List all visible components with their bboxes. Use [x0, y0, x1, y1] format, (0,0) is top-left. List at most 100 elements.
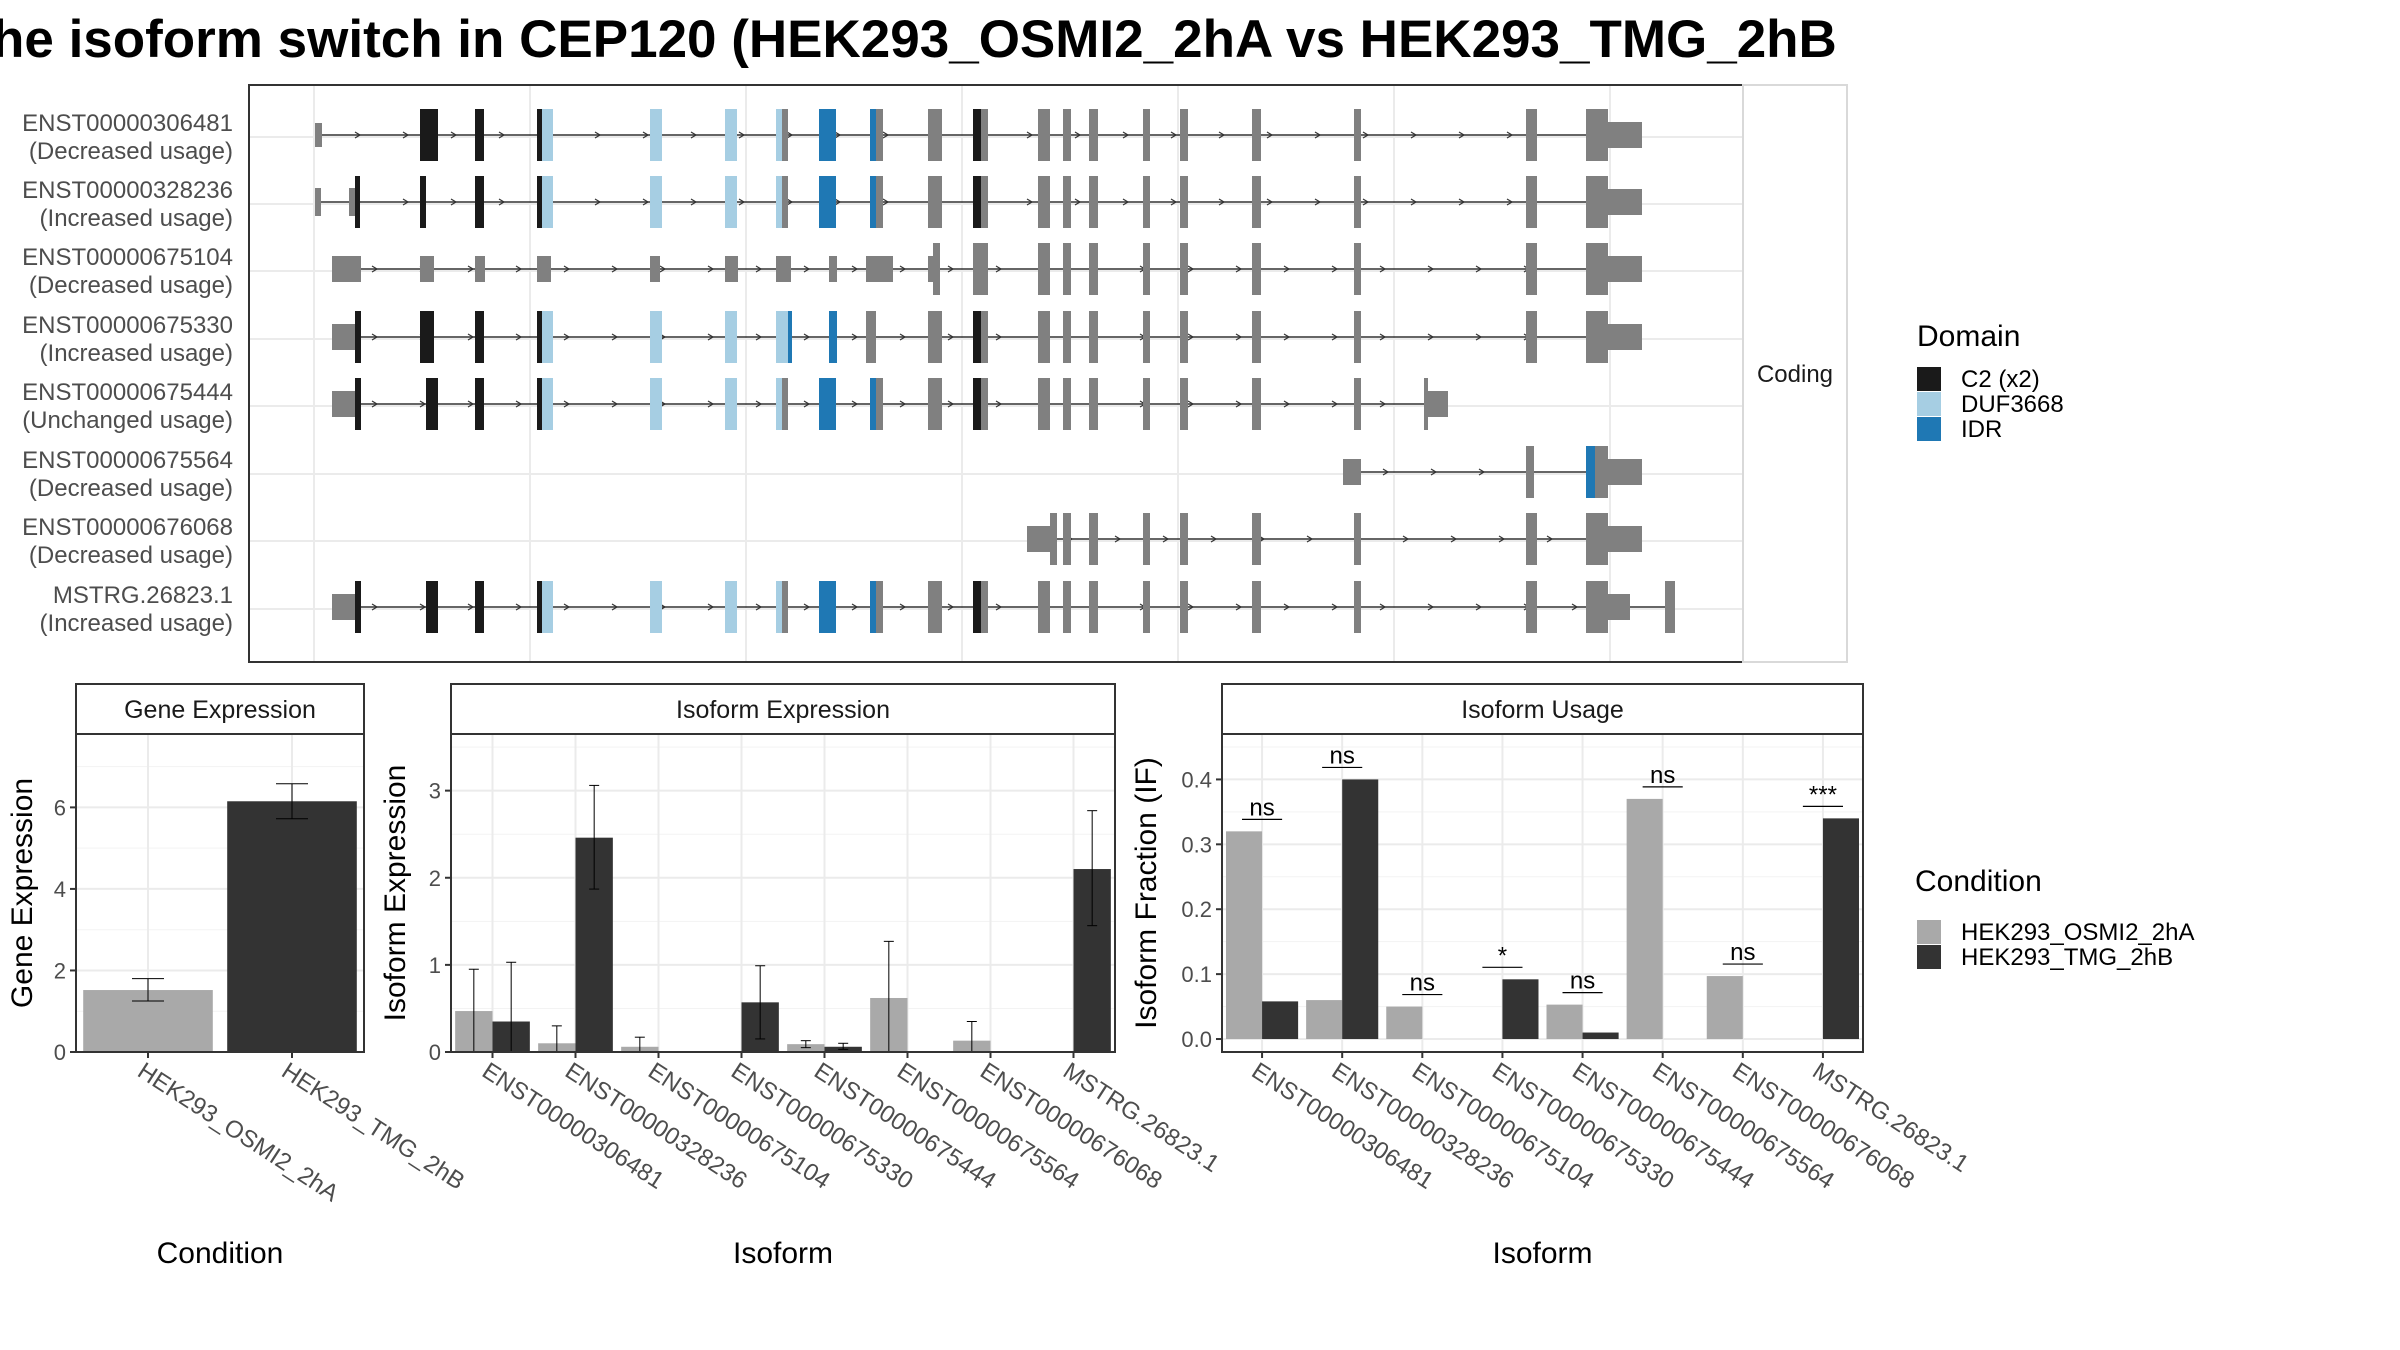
isoform-usage-chart: Isoform Usage ns ns ns * ns ns ns *** 0.0 0.1 0.2 0.…	[1130, 683, 1973, 1270]
exon	[1665, 581, 1675, 633]
exon	[973, 243, 988, 295]
strand-arrow	[419, 603, 427, 611]
strand-arrow	[1162, 535, 1170, 543]
exon	[1038, 109, 1050, 161]
strand-arrow	[1283, 400, 1291, 408]
exon	[542, 109, 553, 161]
strand-arrow	[899, 400, 907, 408]
plot-border	[450, 733, 1116, 1053]
strand-arrow	[515, 333, 523, 341]
exon	[1424, 378, 1428, 430]
exon	[788, 311, 792, 363]
y-tick-label: 3	[429, 779, 441, 804]
exon	[1252, 378, 1261, 430]
exon	[928, 581, 942, 633]
y-tick-label: 2	[429, 866, 441, 891]
significance-label: ***	[1809, 781, 1837, 808]
panel-title: Isoform Expression	[676, 696, 890, 724]
exon	[1252, 176, 1261, 228]
transcript-gridlines	[250, 86, 1742, 661]
y-tick-label: 6	[54, 795, 66, 820]
exon	[866, 256, 893, 282]
strand-arrow	[498, 198, 506, 206]
exon	[819, 176, 836, 228]
exon	[1252, 513, 1261, 565]
strand-arrow	[1210, 535, 1218, 543]
exon	[725, 378, 737, 430]
strand-arrow	[947, 400, 955, 408]
x-axis-label: Isoform	[1492, 1237, 1592, 1270]
transcript-track	[332, 311, 1642, 363]
significance-label: ns	[1410, 970, 1435, 997]
strand-arrow	[515, 603, 523, 611]
strand-arrow	[1506, 198, 1514, 206]
strand-arrow	[611, 603, 619, 611]
strand-arrow	[563, 603, 571, 611]
exon	[1608, 122, 1642, 148]
strand-arrow	[1235, 603, 1243, 611]
transcript-tracks	[315, 109, 1675, 633]
exon	[725, 109, 737, 161]
exon	[332, 256, 361, 282]
exon	[349, 188, 355, 216]
exon	[1180, 581, 1188, 633]
exon	[355, 311, 361, 363]
strand-arrow	[803, 333, 811, 341]
strand-arrow	[1314, 131, 1322, 139]
domain-legend-swatch	[1917, 367, 1941, 391]
exon	[542, 311, 553, 363]
exon	[332, 594, 355, 620]
strand-arrow	[1266, 198, 1274, 206]
strand-arrow	[1331, 333, 1339, 341]
exon	[537, 378, 542, 430]
bar	[1706, 976, 1743, 1040]
exon	[1586, 311, 1608, 363]
exon	[981, 311, 988, 363]
exon	[542, 176, 553, 228]
strand-arrow	[707, 603, 715, 611]
exon	[928, 176, 942, 228]
exon	[650, 378, 662, 430]
strand-arrow	[1427, 333, 1435, 341]
exon	[1050, 513, 1057, 565]
exon	[1252, 109, 1261, 161]
strand-arrow	[515, 400, 523, 408]
bar	[1226, 831, 1263, 1040]
strand-arrow	[1331, 265, 1339, 273]
strand-arrow	[851, 400, 859, 408]
exon	[928, 378, 942, 430]
exon	[928, 109, 942, 161]
strand-arrow	[1187, 333, 1195, 341]
strand-arrow	[1410, 131, 1418, 139]
strand-arrow	[995, 603, 1003, 611]
y-tick-label: 0.1	[1181, 962, 1212, 987]
condition-legend-label: HEK293_TMG_2hB	[1961, 944, 2173, 971]
strand-arrow	[690, 198, 698, 206]
strand-arrow	[371, 265, 379, 273]
exon	[973, 581, 981, 633]
exon	[1608, 189, 1642, 215]
exon	[776, 581, 782, 633]
transcript-usage-label: (Unchanged usage)	[22, 407, 233, 434]
exon	[725, 311, 737, 363]
domain-legend-swatch	[1917, 392, 1941, 416]
exon	[866, 311, 876, 363]
exon	[537, 109, 542, 161]
transcript-track	[332, 243, 1642, 295]
strand-arrow	[947, 265, 955, 273]
strand-arrow	[834, 198, 842, 206]
transcript-usage-label: (Increased usage)	[40, 340, 233, 367]
transcript-id-label: ENST00000675564	[22, 447, 233, 474]
strand-arrow	[1506, 131, 1514, 139]
domain-legend-label: DUF3668	[1961, 391, 2064, 418]
condition-legend-title: Condition	[1915, 865, 2042, 898]
strand-arrow	[786, 131, 794, 139]
transcript-id-label: ENST00000306481	[22, 110, 233, 137]
strand-arrow	[1546, 535, 1554, 543]
exon	[829, 256, 837, 282]
exon	[981, 109, 988, 161]
strand-arrow	[899, 603, 907, 611]
exon	[537, 256, 551, 282]
strand-arrow	[755, 400, 763, 408]
significance-label: ns	[1249, 794, 1274, 821]
